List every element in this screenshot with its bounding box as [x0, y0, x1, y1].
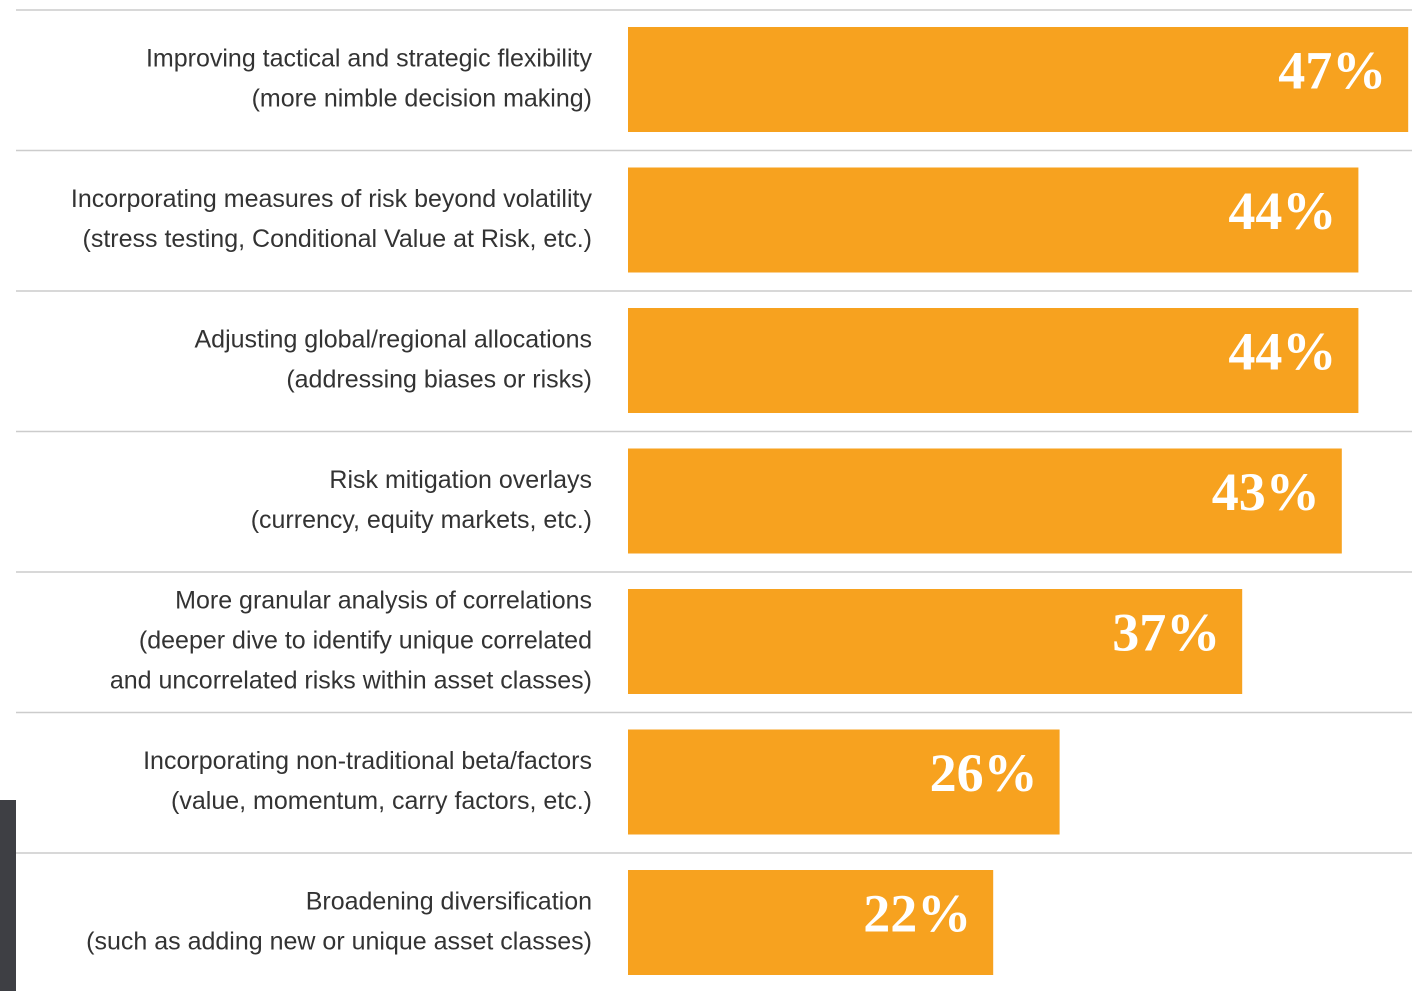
category-label: (more nimble decision making)	[252, 85, 592, 113]
category-label: Adjusting global/regional allocations	[195, 326, 593, 354]
bar	[628, 729, 1060, 835]
category-label: Improving tactical and strategic flexibi…	[146, 45, 593, 73]
category-label: More granular analysis of correlations	[175, 587, 592, 615]
category-label: Incorporating non-traditional beta/facto…	[143, 747, 592, 775]
category-label: and uncorrelated risks within asset clas…	[110, 667, 592, 695]
category-label: Incorporating measures of risk beyond vo…	[71, 185, 593, 213]
category-label: Risk mitigation overlays	[329, 466, 592, 494]
bar	[628, 870, 994, 975]
photo-fragment	[0, 800, 16, 991]
category-label: (addressing biases or risks)	[286, 366, 592, 394]
bar	[628, 448, 1342, 554]
bar	[628, 27, 1409, 132]
category-label: (deeper dive to identify unique correlat…	[139, 627, 592, 655]
bar	[628, 167, 1359, 273]
value-label: 47%	[1278, 40, 1386, 100]
bar	[628, 308, 1359, 413]
category-label: (such as adding new or unique asset clas…	[86, 928, 592, 956]
value-label: 44%	[1228, 321, 1336, 381]
value-label: 22%	[863, 883, 971, 943]
value-label: 43%	[1212, 462, 1320, 522]
category-label: (value, momentum, carry factors, etc.)	[171, 787, 592, 815]
category-label: (stress testing, Conditional Value at Ri…	[83, 225, 592, 253]
category-label: Broadening diversification	[306, 888, 592, 916]
bar	[628, 589, 1243, 694]
value-label: 26%	[930, 743, 1038, 803]
category-label: (currency, equity markets, etc.)	[251, 506, 592, 534]
value-label: 44%	[1228, 181, 1336, 241]
value-label: 37%	[1112, 602, 1220, 662]
